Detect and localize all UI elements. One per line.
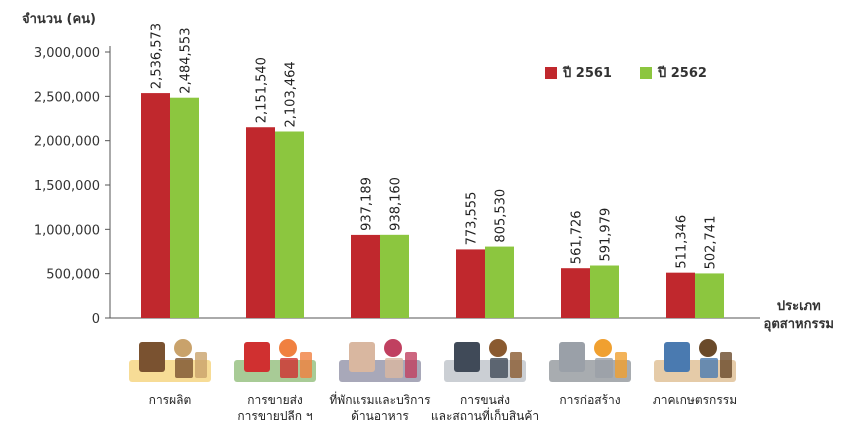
category-label-line: ภาคเกษตรกรรม <box>652 393 738 407</box>
legend-label-2562: ปี 2562 <box>657 66 707 81</box>
legend-label-2561: ปี 2561 <box>563 66 612 81</box>
category-label-line: การขายปลีก ฯ <box>237 409 313 423</box>
data-label: 591,979 <box>599 208 614 262</box>
hotel-lobby-icon-drawing <box>339 339 421 382</box>
bar-2561 <box>246 127 275 318</box>
legend-item-2561: ปี 2561 <box>545 62 612 83</box>
y-tick-label: 1,500,000 <box>34 179 100 194</box>
farmer-icon <box>650 330 740 386</box>
category-label: การขนส่งและสถานที่เก็บสินค้า <box>431 392 539 424</box>
data-label: 773,555 <box>465 192 480 246</box>
y-tick-label: 1,000,000 <box>34 223 100 238</box>
data-label: 502,741 <box>704 216 719 270</box>
x-axis-label: ประเภท อุตสาหกรรม <box>764 298 834 334</box>
bar-2562 <box>170 97 199 318</box>
bar-2561 <box>666 272 695 318</box>
category-label-line: การขายส่ง <box>247 393 303 407</box>
data-label: 937,189 <box>360 177 375 231</box>
bar-2562 <box>275 131 304 318</box>
construction-site-icon <box>545 330 635 386</box>
y-tick-label: 2,500,000 <box>34 90 100 105</box>
category-label-line: การก่อสร้าง <box>559 393 621 407</box>
x-axis-label-line2: อุตสาหกรรม <box>763 317 834 332</box>
bar-2561 <box>561 268 590 318</box>
legend-swatch-2561 <box>545 66 557 79</box>
legend-swatch-2562 <box>639 66 652 79</box>
shopping-cart-icon-drawing <box>234 339 316 382</box>
data-label: 2,103,464 <box>284 61 299 127</box>
y-tick-label: 500,000 <box>46 268 100 283</box>
data-label: 2,151,540 <box>255 57 270 123</box>
x-axis-label-line1: ประเภท <box>776 299 821 314</box>
y-tick-label: 2,000,000 <box>34 135 100 150</box>
bar-2561 <box>456 249 485 318</box>
category-label: การก่อสร้าง <box>559 392 620 408</box>
bar-2561 <box>141 93 170 318</box>
legend-item-2562: ปี 2562 <box>639 62 707 83</box>
factory-workers-icon-drawing <box>129 339 211 382</box>
category-label-line: การผลิต <box>148 393 192 407</box>
data-label: 2,536,573 <box>150 23 165 89</box>
data-label: 805,530 <box>494 189 509 243</box>
cargo-ship-icon-drawing <box>444 339 526 382</box>
y-tick-label: 0 <box>92 312 100 327</box>
bar-2562 <box>485 246 514 318</box>
construction-site-icon-drawing <box>549 339 631 382</box>
data-label: 511,346 <box>675 215 690 269</box>
y-axis-label: จำนวน (คน) <box>22 12 96 27</box>
legend: ปี 2561 ปี 2562 <box>545 62 707 83</box>
category-label-line: และสถานที่เก็บสินค้า <box>430 409 540 423</box>
data-label: 2,484,553 <box>179 28 194 94</box>
bar-2562 <box>380 234 409 318</box>
cargo-ship-icon <box>440 330 530 386</box>
y-tick-label: 3,000,000 <box>34 46 100 61</box>
category-label: ที่พักแรมและบริการด้านอาหาร <box>329 392 430 424</box>
bar-2562 <box>695 273 724 318</box>
hotel-lobby-icon <box>335 330 425 386</box>
bar-2562 <box>590 265 619 318</box>
farmer-icon-drawing <box>654 339 736 382</box>
category-label: การขายส่งการขายปลีก ฯ <box>237 392 312 424</box>
data-label: 561,726 <box>570 210 585 264</box>
data-label: 938,160 <box>389 177 404 231</box>
bar-2561 <box>351 234 380 318</box>
category-label-line: การขนส่ง <box>459 393 511 407</box>
category-label: ภาคเกษตรกรรม <box>653 392 737 408</box>
shopping-cart-icon <box>230 330 320 386</box>
category-label-line: ที่พักแรมและบริการ <box>329 393 431 407</box>
category-label: การผลิต <box>149 392 192 408</box>
category-label-line: ด้านอาหาร <box>351 409 409 423</box>
factory-workers-icon <box>125 330 215 386</box>
